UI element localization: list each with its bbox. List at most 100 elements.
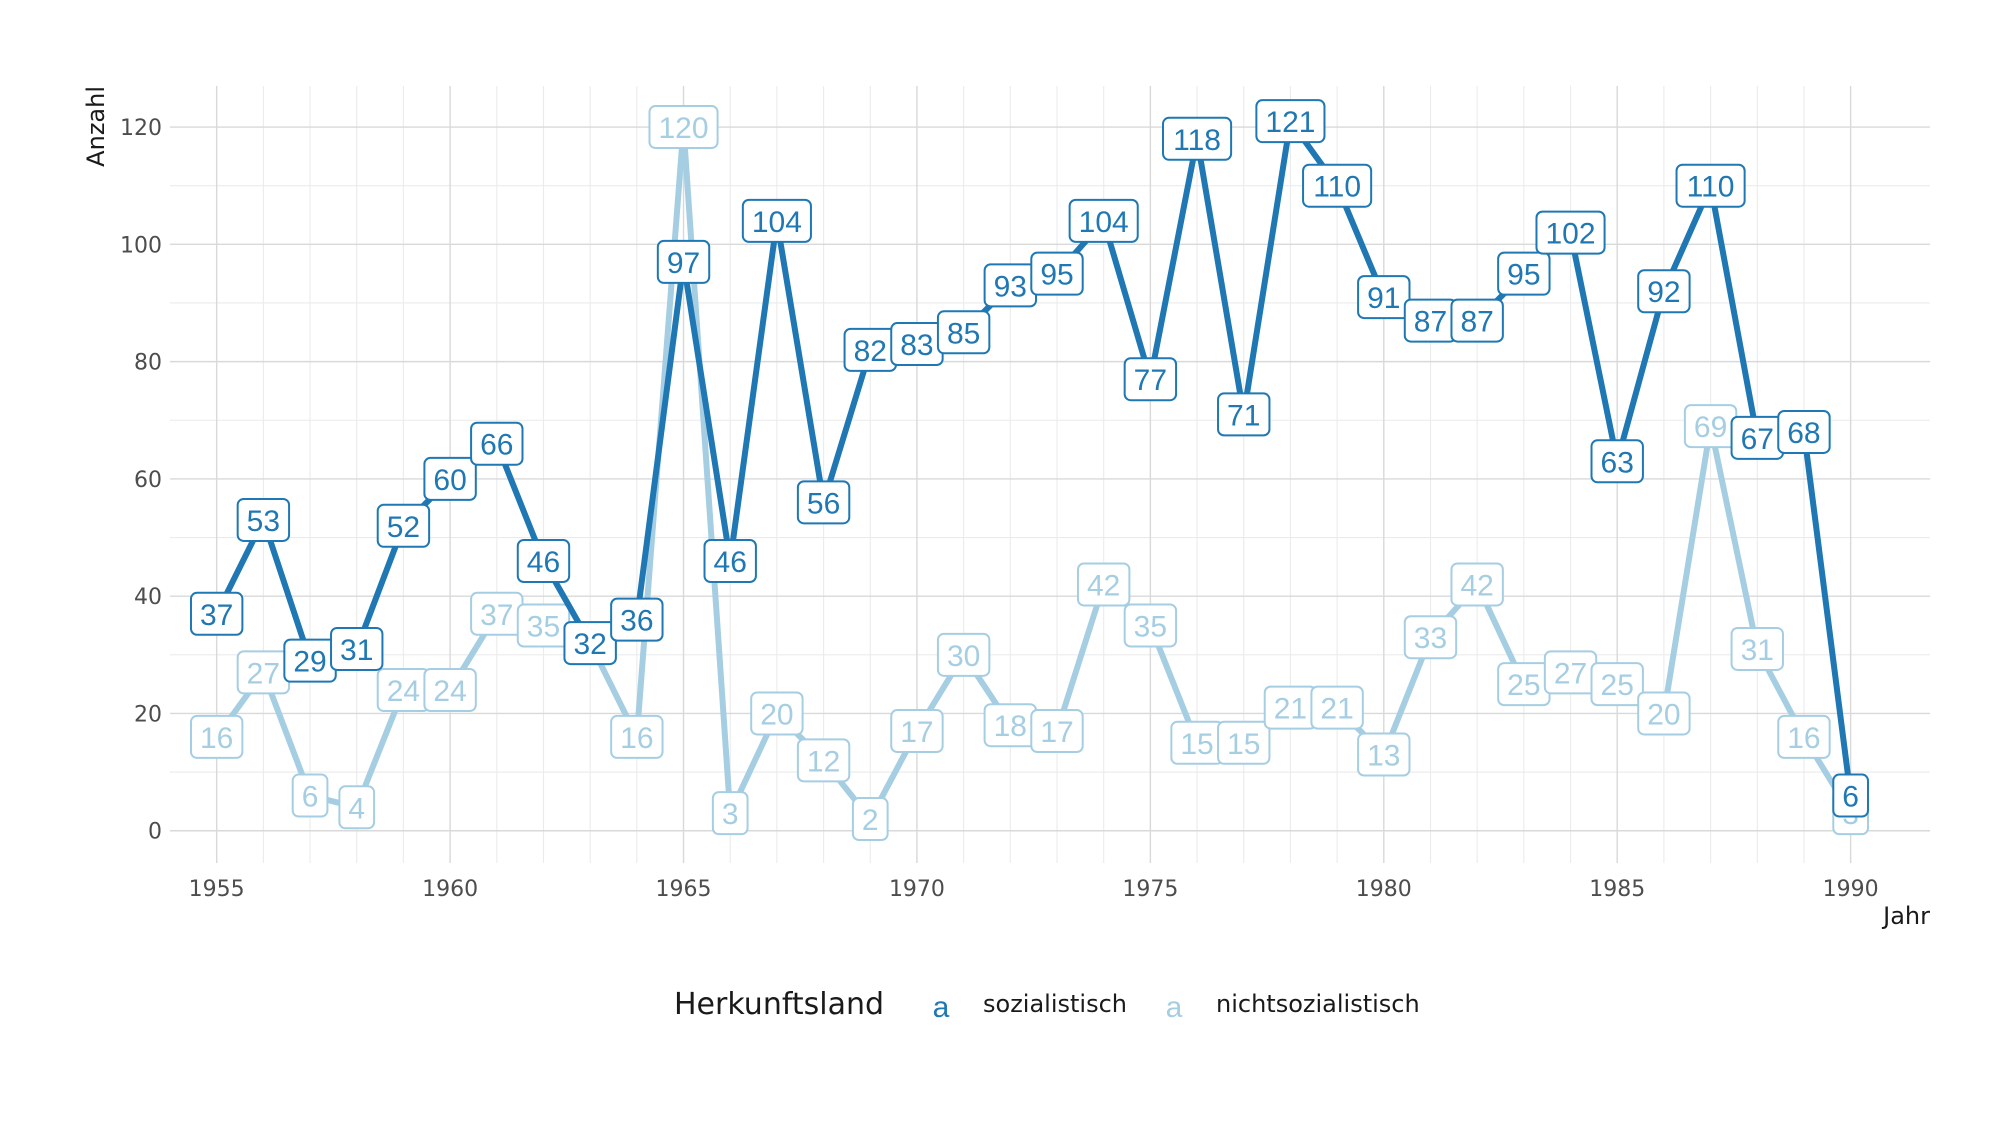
data-label: 24: [423, 668, 477, 713]
data-label: 104: [1068, 198, 1139, 243]
data-label-box: [610, 714, 664, 759]
data-label-box: [1637, 269, 1691, 314]
data-label: 27: [236, 650, 291, 695]
data-label-box: [1497, 251, 1551, 296]
data-label: 33: [1403, 615, 1458, 660]
data-label-box: [563, 621, 617, 666]
x-axis-title: Jahr: [1881, 902, 1930, 930]
y-tick-label: 100: [120, 233, 162, 258]
data-label: 87: [1403, 298, 1458, 343]
data-label: 68: [1777, 409, 1831, 454]
data-label-text: 77: [1134, 364, 1167, 397]
data-label: 121: [1255, 99, 1326, 144]
x-tick-label: 1975: [1122, 877, 1178, 902]
data-label: 82: [843, 327, 897, 372]
data-label-text: 102: [1545, 218, 1595, 251]
data-label-text: 60: [433, 464, 466, 497]
data-label: 21: [1310, 685, 1364, 730]
data-label-box: [1450, 562, 1504, 607]
data-label-text: 12: [807, 745, 840, 778]
data-label: 95: [1497, 251, 1551, 296]
data-label-text: 42: [1087, 569, 1120, 602]
data-label: 118: [1162, 116, 1233, 161]
data-label-text: 17: [1040, 716, 1073, 749]
data-label-box: [1123, 603, 1178, 648]
data-label-box: [1730, 626, 1784, 671]
data-label-text: 110: [1313, 171, 1361, 204]
data-label-text: 24: [433, 675, 466, 708]
legend-key-nichtsozialistisch: a: [1166, 991, 1183, 1024]
data-label-text: 16: [620, 722, 653, 755]
data-label-box: [1637, 691, 1691, 736]
data-label-text: 30: [947, 640, 980, 673]
data-label-box: [1777, 714, 1831, 759]
data-label-text: 35: [527, 611, 560, 644]
data-label-text: 15: [1180, 728, 1213, 761]
data-label-text: 20: [760, 698, 793, 731]
data-label: 6: [1832, 773, 1869, 818]
y-tick-label: 120: [120, 116, 162, 141]
data-label-box: [1403, 615, 1458, 660]
data-label-box: [610, 597, 664, 642]
data-label: 27: [1543, 650, 1598, 695]
data-label: 20: [750, 691, 804, 736]
data-label: 52: [376, 503, 431, 548]
data-label: 31: [1730, 626, 1784, 671]
data-label-text: 82: [854, 335, 887, 368]
data-label-text: 93: [994, 270, 1027, 303]
data-label-text: 21: [1274, 693, 1307, 726]
data-label-text: 27: [1554, 657, 1587, 690]
data-label-text: 63: [1601, 446, 1634, 479]
data-label-box: [656, 239, 711, 284]
y-tick-label: 60: [134, 468, 162, 493]
y-tick-label: 80: [134, 351, 162, 376]
y-tick-label: 0: [148, 820, 162, 845]
data-label-box: [330, 626, 384, 671]
data-label-box: [1030, 709, 1084, 754]
data-label-text: 71: [1227, 399, 1260, 432]
data-label: 120: [648, 105, 719, 150]
data-label: 67: [1730, 415, 1784, 460]
data-label: 35: [1123, 603, 1178, 648]
data-label: 42: [1450, 562, 1504, 607]
data-label-text: 4: [348, 792, 365, 825]
data-label-box: [1068, 198, 1139, 243]
data-label-box: [291, 773, 329, 818]
data-label-box: [1162, 116, 1233, 161]
data-label: 110: [1302, 163, 1373, 208]
data-label: 85: [936, 310, 991, 355]
data-label-text: 6: [1842, 781, 1859, 814]
x-tick-label: 1990: [1823, 877, 1879, 902]
data-label: 25: [1590, 662, 1644, 707]
data-label-text: 97: [667, 247, 700, 280]
x-tick-label: 1985: [1589, 877, 1645, 902]
data-label-text: 69: [1694, 411, 1727, 444]
data-label: 97: [656, 239, 711, 284]
data-label-text: 31: [1741, 634, 1774, 667]
data-label-text: 29: [293, 646, 326, 679]
data-label: 4: [338, 785, 376, 830]
data-label-text: 36: [620, 605, 653, 638]
data-label-box: [1357, 275, 1411, 320]
data-label: 37: [189, 591, 244, 636]
data-label: 32: [563, 621, 617, 666]
x-tick-label: 1965: [656, 877, 712, 902]
data-label-text: 87: [1414, 306, 1447, 339]
data-label: 60: [423, 456, 477, 501]
data-label-text: 24: [387, 675, 420, 708]
data-label-text: 3: [722, 798, 739, 831]
data-label-box: [1357, 732, 1411, 777]
data-label: 69: [1683, 404, 1738, 449]
data-label: 37: [470, 591, 524, 636]
data-label-text: 85: [947, 317, 980, 350]
data-label-box: [1590, 439, 1644, 484]
data-label-text: 31: [340, 634, 373, 667]
data-label: 2: [851, 797, 889, 842]
data-label-box: [236, 497, 291, 542]
y-axis-title: Anzahl: [82, 86, 110, 167]
data-label-text: 91: [1367, 282, 1400, 315]
data-label: 42: [1076, 562, 1131, 607]
data-label-text: 67: [1741, 423, 1774, 456]
